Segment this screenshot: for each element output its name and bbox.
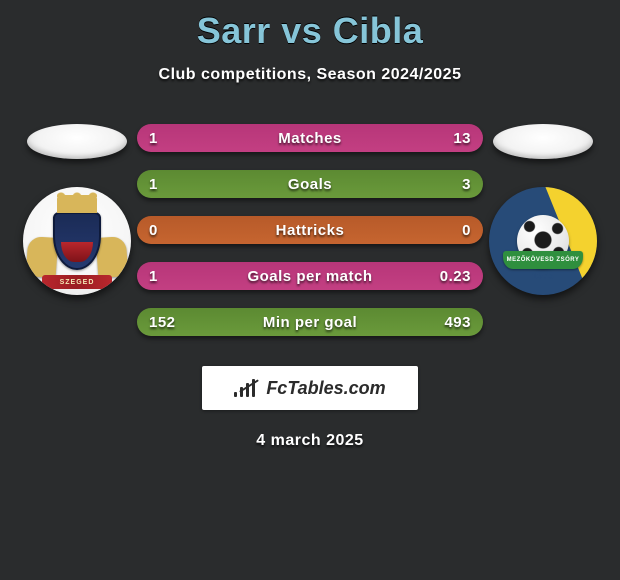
stat-value-right: 3: [437, 176, 471, 193]
brand-bars-icon: [234, 379, 260, 397]
stats-list: 1Matches131Goals30Hattricks01Goals per m…: [137, 124, 483, 354]
crest-year: 1975: [532, 271, 554, 281]
right-player-column: MEZŐKÖVESD ZSÓRY 1975: [483, 124, 603, 295]
comparison-columns: SZEGED 1Matches131Goals30Hattricks01Goal…: [0, 124, 620, 354]
stat-value-left: 1: [149, 176, 183, 193]
crest-ribbon: SZEGED: [42, 275, 112, 289]
page-title: Sarr vs Cibla: [0, 0, 620, 52]
stat-value-left: 1: [149, 130, 183, 147]
player-avatar-placeholder: [27, 124, 127, 159]
stat-row: 0Hattricks0: [137, 216, 483, 244]
stat-label: Matches: [183, 130, 437, 147]
stat-value-right: 0: [437, 222, 471, 239]
stat-value-right: 0.23: [437, 268, 471, 285]
crest-ribbon: MEZŐKÖVESD ZSÓRY: [503, 251, 583, 269]
player-avatar-placeholder: [493, 124, 593, 159]
stat-value-right: 13: [437, 130, 471, 147]
stat-label: Goals per match: [183, 268, 437, 285]
club-crest-right: MEZŐKÖVESD ZSÓRY 1975: [489, 187, 597, 295]
stat-label: Min per goal: [183, 314, 437, 331]
stat-label: Goals: [183, 176, 437, 193]
footer-date: 4 march 2025: [0, 432, 620, 450]
stat-row: 1Matches13: [137, 124, 483, 152]
stat-row: 152Min per goal493: [137, 308, 483, 336]
left-player-column: SZEGED: [17, 124, 137, 295]
stat-row: 1Goals per match0.23: [137, 262, 483, 290]
brand-text: FcTables.com: [266, 378, 385, 399]
stat-value-right: 493: [437, 314, 471, 331]
crest-shield: [53, 212, 101, 270]
stat-value-left: 152: [149, 314, 183, 331]
stat-row: 1Goals3: [137, 170, 483, 198]
subtitle: Club competitions, Season 2024/2025: [0, 66, 620, 84]
stat-value-left: 0: [149, 222, 183, 239]
stat-value-left: 1: [149, 268, 183, 285]
crest-crown: [57, 195, 97, 213]
stat-label: Hattricks: [183, 222, 437, 239]
club-crest-left: SZEGED: [23, 187, 131, 295]
watermark-brand: FcTables.com: [202, 366, 418, 410]
